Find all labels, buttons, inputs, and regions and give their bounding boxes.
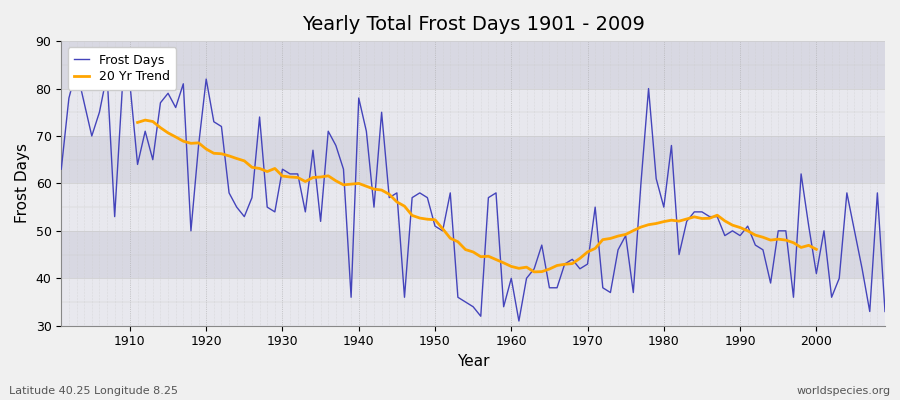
Frost Days (124, 82, 135, 86)
20 Yr Trend (346, 182, 356, 186)
Line: 20 Yr Trend: 20 Yr Trend (138, 120, 816, 272)
Y-axis label: Frost Days: Frost Days (15, 144, 30, 224)
Frost Days (514, 318, 525, 323)
20 Yr Trend (620, 232, 631, 237)
Bar (61, 231, 885, 278)
20 Yr Trend (796, 245, 806, 250)
Frost Days (71, 67, 82, 72)
Frost Days (506, 276, 517, 281)
Bar (61, 41, 885, 88)
Frost Days (521, 276, 532, 281)
Text: Latitude 40.25 Longitude 8.25: Latitude 40.25 Longitude 8.25 (9, 386, 178, 396)
Frost Days (879, 309, 890, 314)
20 Yr Trend (140, 118, 150, 122)
Bar (61, 278, 885, 326)
20 Yr Trend (529, 270, 540, 274)
Legend: Frost Days, 20 Yr Trend: Frost Days, 20 Yr Trend (68, 47, 176, 90)
Frost Days (338, 167, 349, 172)
Line: Frost Days: Frost Days (61, 70, 885, 321)
Bar (61, 136, 885, 184)
Bar (61, 184, 885, 231)
Text: worldspecies.org: worldspecies.org (796, 386, 891, 396)
20 Yr Trend (132, 120, 143, 125)
Frost Days (56, 167, 67, 172)
Title: Yearly Total Frost Days 1901 - 2009: Yearly Total Frost Days 1901 - 2009 (302, 15, 644, 34)
X-axis label: Year: Year (457, 354, 490, 369)
20 Yr Trend (727, 223, 738, 228)
20 Yr Trend (712, 213, 723, 218)
Frost Days (613, 248, 624, 252)
Bar (61, 88, 885, 136)
Frost Days (292, 172, 303, 176)
20 Yr Trend (231, 156, 242, 161)
20 Yr Trend (811, 247, 822, 252)
